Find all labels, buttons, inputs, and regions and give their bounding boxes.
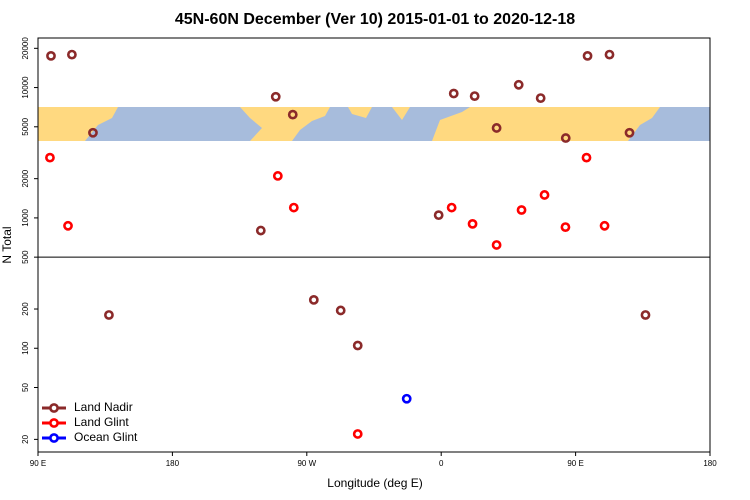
point: [288, 202, 299, 213]
legend-marker: [49, 433, 59, 443]
point: [448, 88, 459, 99]
point: [401, 393, 412, 404]
y-tick-label: 200: [21, 302, 30, 316]
point: [640, 310, 651, 320]
legend-marker: [49, 418, 59, 428]
legend-label: Land Glint: [74, 415, 129, 429]
map-land: [38, 107, 118, 141]
point: [46, 50, 56, 61]
point: [104, 310, 114, 320]
y-tick-label: 10000: [21, 76, 30, 99]
point: [581, 152, 592, 163]
point: [287, 109, 298, 120]
y-tick-label: 100: [21, 341, 30, 355]
point: [469, 91, 480, 101]
y-tick-label: 20000: [21, 37, 30, 60]
y-tick-label: 1000: [21, 208, 30, 226]
point: [335, 305, 346, 316]
point: [272, 171, 283, 181]
point: [88, 127, 98, 138]
point: [539, 190, 550, 200]
point: [516, 205, 527, 215]
point: [560, 133, 571, 143]
x-tick-label: 90 E: [567, 459, 583, 468]
x-axis-label: Longitude (deg E): [327, 476, 422, 490]
y-tick-label: 2000: [21, 169, 30, 187]
map-land: [432, 107, 660, 141]
plot-frame: [37, 37, 711, 453]
chart-title: 45N-60N December (Ver 10) 2015-01-01 to …: [175, 11, 575, 28]
y-tick-label: 500: [21, 250, 30, 264]
x-tick-label: 180: [166, 459, 180, 468]
point: [308, 294, 319, 305]
legend-label: Land Nadir: [74, 400, 133, 414]
point: [604, 49, 615, 60]
legend-marker: [49, 403, 59, 413]
point: [513, 79, 524, 90]
x-tick-label: 180: [703, 459, 717, 468]
point: [467, 218, 478, 229]
point: [270, 91, 281, 102]
legend-label: Ocean Glint: [74, 430, 138, 444]
x-tick-label: 90 W: [297, 459, 316, 468]
y-tick-label: 5000: [21, 117, 30, 135]
point: [45, 152, 55, 163]
point: [63, 220, 73, 231]
point: [624, 127, 635, 138]
point: [352, 340, 363, 351]
point: [433, 210, 444, 221]
map-land: [348, 107, 372, 118]
point: [352, 429, 363, 439]
x-tick-label: 0: [439, 459, 444, 468]
point: [582, 50, 593, 61]
x-tick-label: 90 E: [30, 459, 46, 468]
point: [255, 225, 266, 236]
y-tick-label: 50: [21, 383, 30, 392]
y-axis-label: N Total: [0, 226, 14, 263]
point: [491, 240, 502, 250]
point: [599, 220, 610, 231]
map-band: [38, 107, 710, 141]
point: [491, 123, 502, 133]
point: [446, 202, 457, 213]
map-land: [240, 107, 330, 141]
y-tick-label: 20: [21, 434, 30, 443]
map-land: [392, 107, 410, 120]
point: [66, 49, 77, 60]
point: [535, 93, 546, 104]
point: [560, 222, 571, 233]
